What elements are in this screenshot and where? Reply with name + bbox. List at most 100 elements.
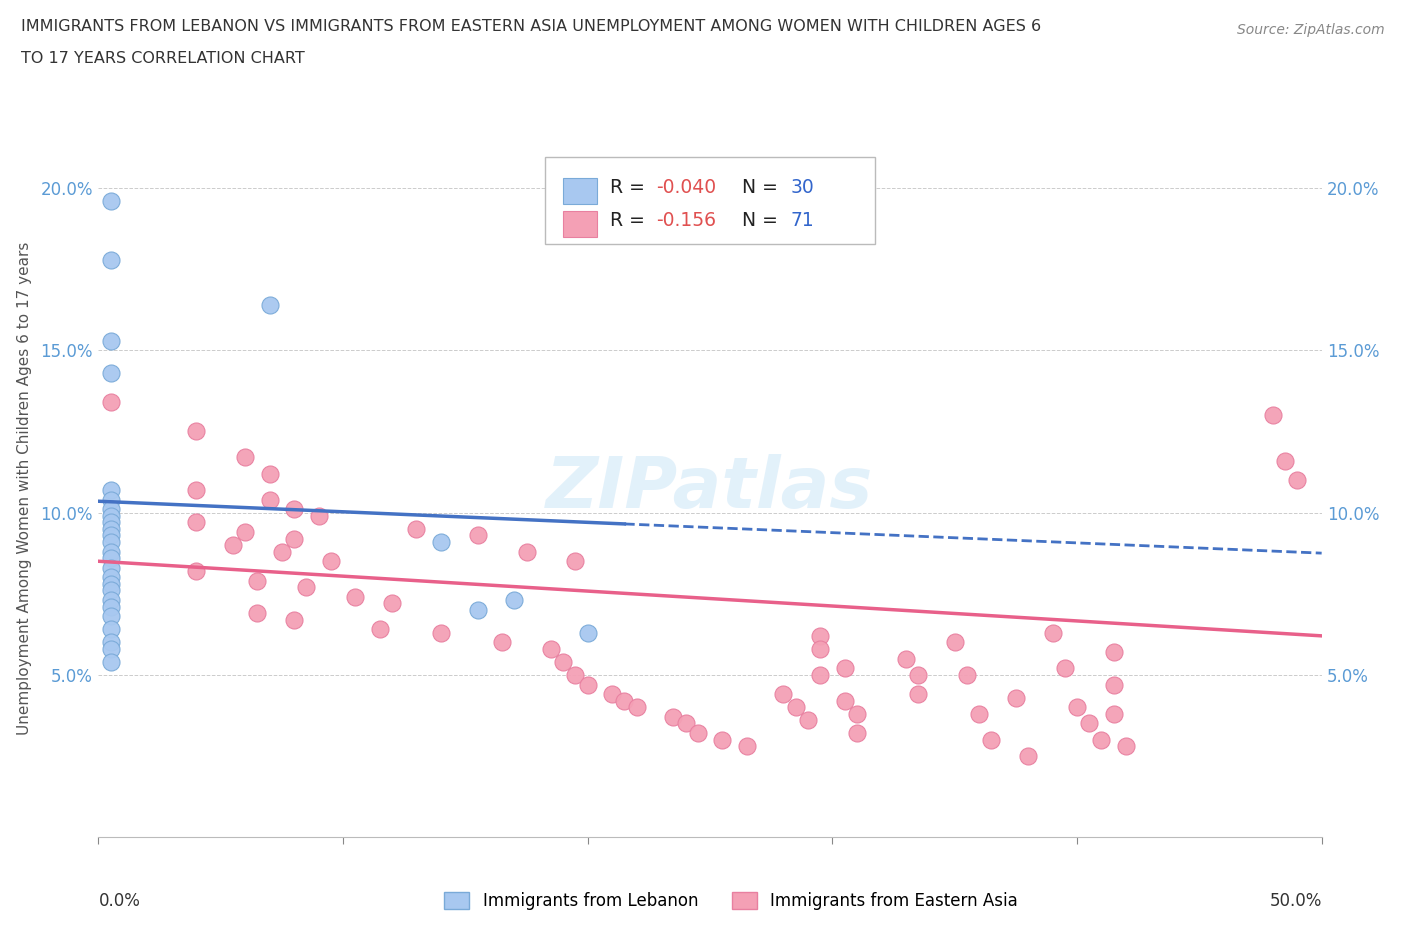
Point <box>894 651 917 666</box>
Point <box>907 687 929 702</box>
Point <box>1274 453 1296 468</box>
Point <box>956 668 979 683</box>
Point <box>283 612 305 627</box>
Text: 71: 71 <box>790 211 814 230</box>
Point <box>491 635 513 650</box>
Point <box>100 560 122 575</box>
Point <box>1090 732 1112 747</box>
Point <box>222 538 245 552</box>
Point <box>100 551 122 565</box>
Legend: Immigrants from Lebanon, Immigrants from Eastern Asia: Immigrants from Lebanon, Immigrants from… <box>437 885 1025 917</box>
Point <box>283 531 305 546</box>
Point <box>259 492 281 507</box>
Point <box>675 716 697 731</box>
Point <box>662 710 685 724</box>
Point <box>845 706 868 721</box>
Point <box>100 544 122 559</box>
Point <box>845 725 868 740</box>
FancyBboxPatch shape <box>564 211 598 237</box>
Text: Source: ZipAtlas.com: Source: ZipAtlas.com <box>1237 23 1385 37</box>
Point <box>564 553 586 568</box>
Point <box>785 699 807 714</box>
Point <box>308 509 330 524</box>
Point <box>907 668 929 683</box>
Point <box>100 535 122 550</box>
Point <box>1004 690 1026 705</box>
Point <box>319 553 342 568</box>
Point <box>233 525 256 539</box>
Point <box>808 642 831 657</box>
Point <box>1078 716 1101 731</box>
Point <box>100 655 122 670</box>
Point <box>1115 738 1137 753</box>
Point <box>540 642 562 657</box>
Point <box>1017 749 1039 764</box>
Point <box>834 693 856 708</box>
Point <box>270 544 294 559</box>
Point <box>772 687 794 702</box>
Point <box>100 502 122 517</box>
Point <box>100 577 122 591</box>
Point <box>100 570 122 585</box>
Text: -0.040: -0.040 <box>657 178 716 197</box>
Point <box>1261 408 1284 423</box>
Point <box>186 483 208 498</box>
Point <box>1042 625 1064 640</box>
Point <box>100 592 122 607</box>
Point <box>808 629 831 644</box>
Point <box>100 642 122 657</box>
Point <box>600 687 623 702</box>
Point <box>381 596 404 611</box>
Point <box>100 365 122 380</box>
Point <box>553 655 575 670</box>
Point <box>246 573 269 588</box>
Point <box>797 712 820 727</box>
Point <box>186 564 208 578</box>
Point <box>100 635 122 650</box>
Point <box>735 738 758 753</box>
Point <box>246 605 269 620</box>
Text: IMMIGRANTS FROM LEBANON VS IMMIGRANTS FROM EASTERN ASIA UNEMPLOYMENT AMONG WOMEN: IMMIGRANTS FROM LEBANON VS IMMIGRANTS FR… <box>21 19 1042 33</box>
Point <box>1102 706 1125 721</box>
Text: R =: R = <box>610 178 651 197</box>
Point <box>186 424 208 439</box>
Point <box>1102 644 1125 659</box>
Text: -0.156: -0.156 <box>657 211 716 230</box>
Point <box>576 625 599 640</box>
Point <box>100 509 122 524</box>
Point <box>576 677 599 692</box>
Point <box>233 450 256 465</box>
Point <box>259 466 281 481</box>
Point <box>100 583 122 598</box>
Point <box>808 668 831 683</box>
Text: TO 17 YEARS CORRELATION CHART: TO 17 YEARS CORRELATION CHART <box>21 51 305 66</box>
Point <box>344 590 367 604</box>
Point <box>613 693 636 708</box>
Point <box>100 252 122 267</box>
Point <box>100 528 122 543</box>
Point <box>100 622 122 637</box>
Text: N =: N = <box>730 211 783 230</box>
Point <box>564 668 586 683</box>
Point <box>283 502 305 517</box>
Point <box>100 492 122 507</box>
Point <box>711 732 734 747</box>
Point <box>100 515 122 530</box>
Point <box>1066 699 1088 714</box>
Point <box>100 522 122 537</box>
Y-axis label: Unemployment Among Women with Children Ages 6 to 17 years: Unemployment Among Women with Children A… <box>17 242 32 735</box>
Point <box>967 706 990 721</box>
Point <box>100 395 122 410</box>
Point <box>368 622 391 637</box>
Point <box>626 699 648 714</box>
Point <box>100 609 122 624</box>
Point <box>405 522 427 537</box>
Point <box>943 635 966 650</box>
Point <box>467 528 489 543</box>
Point <box>430 535 453 550</box>
Text: N =: N = <box>730 178 783 197</box>
Point <box>100 333 122 348</box>
Point <box>686 725 709 740</box>
Point <box>430 625 453 640</box>
Point <box>100 193 122 208</box>
